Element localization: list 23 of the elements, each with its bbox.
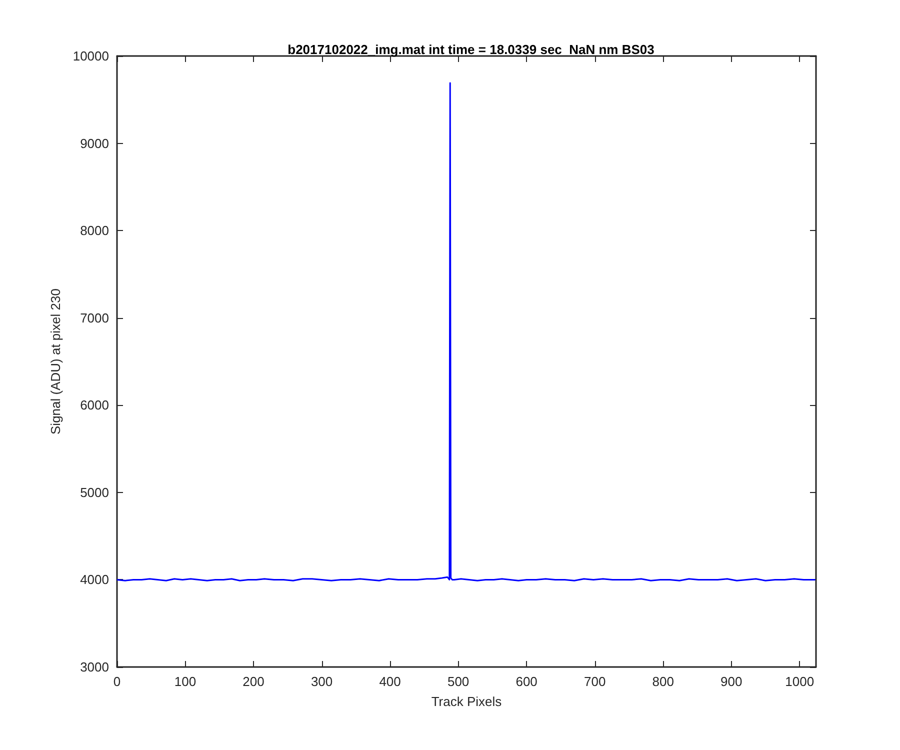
- x-tick-label: 100: [174, 674, 196, 689]
- y-tick-label: 6000: [80, 398, 109, 413]
- line-series: [116, 82, 816, 582]
- x-tick-label: 600: [516, 674, 538, 689]
- x-tick-label: 400: [379, 674, 401, 689]
- y-tick-label: 10000: [72, 48, 109, 64]
- x-axis-title: Track Pixels: [431, 694, 502, 709]
- y-tick-label: 4000: [80, 572, 109, 588]
- y-axis-title: Signal (ADU) at pixel 230: [48, 288, 63, 434]
- x-tick-label: 500: [447, 674, 470, 689]
- x-tick-label: 0: [113, 674, 121, 689]
- x-tick-label: 200: [242, 674, 264, 689]
- x-tick-label: 300: [310, 674, 333, 689]
- y-tick-label: 5000: [80, 484, 109, 500]
- y-tick-label: 8000: [80, 223, 109, 238]
- x-tick-label: 1000: [785, 674, 814, 689]
- x-tick-label: 700: [584, 674, 606, 689]
- chart-title: b2017102022_img.mat int time = 18.0339 sec NaN nm BS03: [288, 42, 654, 57]
- y-tick-label: 7000: [80, 310, 109, 326]
- y-tick-label: 3000: [80, 660, 109, 674]
- x-tick-label: 900: [720, 674, 742, 689]
- y-tick-label: 9000: [80, 136, 109, 151]
- x-tick-label: 800: [652, 674, 674, 689]
